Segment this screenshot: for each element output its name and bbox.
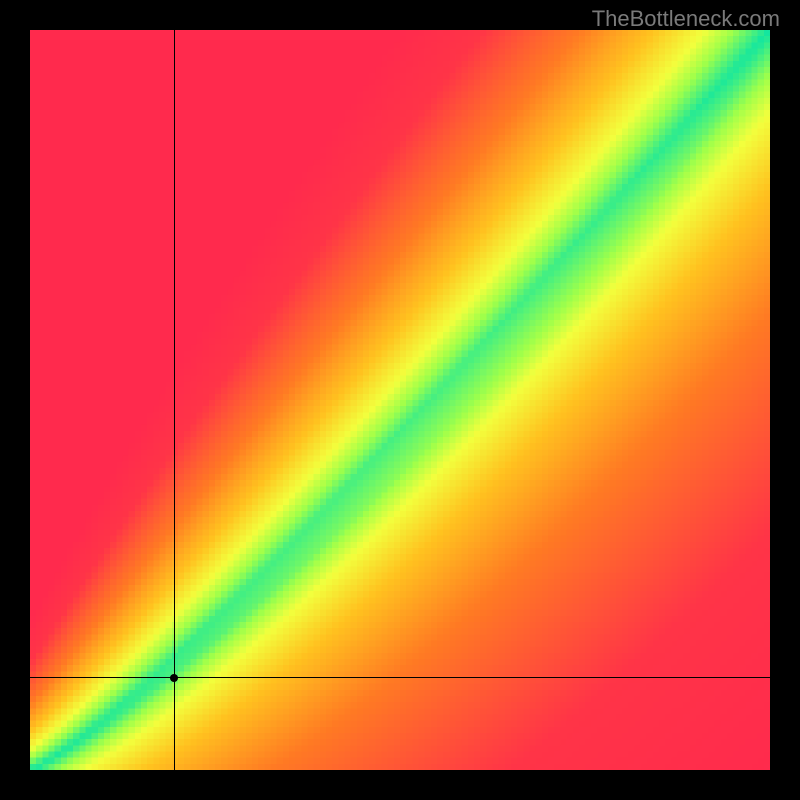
- watermark-text: TheBottleneck.com: [592, 6, 780, 32]
- heatmap-canvas: [30, 30, 770, 770]
- chart-container: TheBottleneck.com: [0, 0, 800, 800]
- heatmap-plot: [30, 30, 770, 770]
